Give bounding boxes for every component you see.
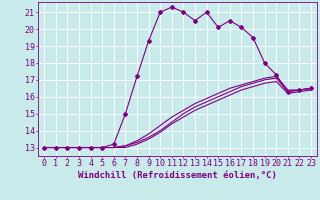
X-axis label: Windchill (Refroidissement éolien,°C): Windchill (Refroidissement éolien,°C): [78, 171, 277, 180]
